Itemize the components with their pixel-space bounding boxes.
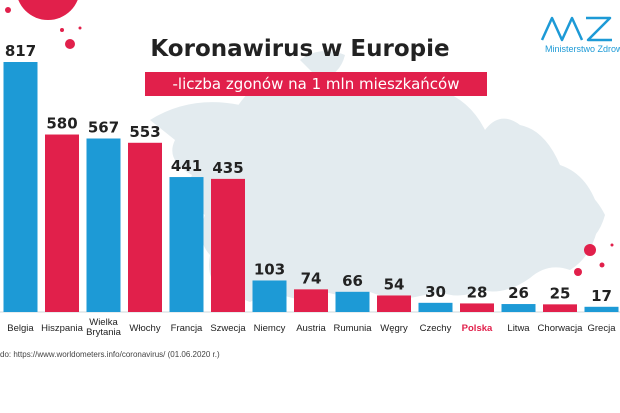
chart-title: Koronawirus w Europie: [150, 36, 450, 62]
source-note: do: https://www.worldometers.info/corona…: [0, 350, 220, 359]
data-label: 25: [550, 284, 571, 302]
data-label: 567: [88, 118, 119, 136]
tick-label: Austria: [296, 323, 326, 334]
tick-label: Hiszpania: [41, 323, 83, 334]
data-label: 30: [425, 283, 446, 301]
logo-label: Ministerstwo Zdrowia: [545, 44, 620, 54]
bar-szwecja: [211, 178, 245, 312]
tick-label: Grecja: [588, 323, 617, 334]
bar-belgia: [3, 62, 38, 312]
tick-label: Litwa: [507, 323, 530, 334]
data-label: 28: [467, 283, 488, 301]
tick-label: Włochy: [129, 323, 160, 334]
tick-label: Niemcy: [254, 323, 286, 334]
bar-włochy: [128, 142, 162, 312]
bar-polska: [460, 303, 494, 312]
bar-węgry: [377, 295, 411, 312]
tick-label: Belgia: [7, 323, 34, 334]
tick-label: Polska: [462, 323, 493, 334]
data-label: 74: [301, 269, 322, 287]
tick-label: Wielka Brytania: [86, 317, 122, 338]
bar-austria: [294, 289, 328, 312]
bar-hiszpania: [45, 134, 79, 312]
data-label: 441: [171, 157, 202, 175]
data-label: 17: [591, 287, 612, 305]
data-label: 26: [508, 284, 529, 302]
tick-label: Węgry: [380, 323, 408, 334]
data-label: 103: [254, 260, 285, 278]
tick-label: Czechy: [420, 323, 452, 334]
bar-rumunia: [335, 291, 370, 312]
data-label: 435: [212, 159, 243, 177]
bar-wielka-brytania: [86, 138, 121, 312]
data-label: 817: [5, 42, 36, 60]
tick-label: Francja: [171, 323, 203, 334]
bar-chorwacja: [543, 304, 577, 312]
bar-niemcy: [252, 280, 287, 312]
data-label: 54: [384, 275, 405, 293]
tick-label: Szwecja: [210, 323, 246, 334]
tick-label: Rumunia: [333, 323, 372, 334]
ministry-logo-icon: [540, 16, 612, 42]
bar-czechy: [418, 302, 453, 312]
data-label: 553: [129, 123, 160, 141]
bar-francja: [169, 177, 204, 312]
bar-litwa: [501, 304, 536, 312]
data-label: 580: [46, 115, 77, 133]
tick-label: Chorwacja: [538, 323, 584, 334]
bar-grecja: [584, 306, 619, 312]
chart-subtitle: -liczba zgonów na 1 mln mieszkańców: [145, 72, 487, 96]
data-label: 66: [342, 272, 363, 290]
